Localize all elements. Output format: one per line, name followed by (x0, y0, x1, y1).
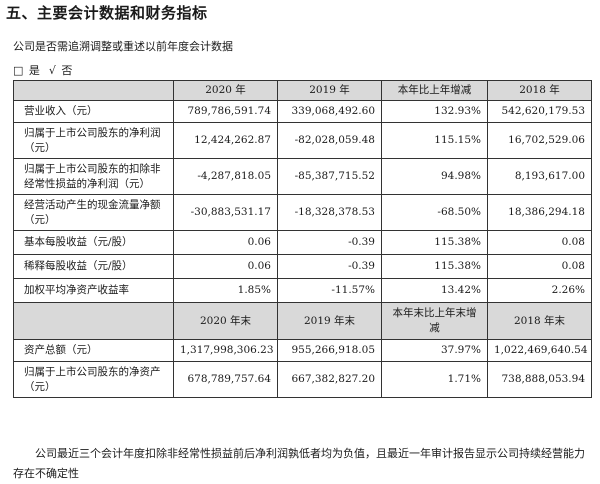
row-label: 经营活动产生的现金流量净额（元） (13, 194, 174, 231)
table-row: 归属于上市公司股东的净资产（元） 678,789,757.64 667,382,… (13, 361, 592, 398)
footer-note: 公司最近三个会计年度扣除非经常性损益前后净利润孰低者均为负值，且最近一年审计报告… (13, 447, 585, 480)
header-cell-blank (13, 302, 174, 340)
cell-value: 115.38% (381, 230, 488, 255)
table-row: 营业收入（元） 789,786,591.74 339,068,492.60 13… (13, 100, 592, 123)
cell-value: 13.42% (381, 278, 488, 303)
cell-value: 1,022,469,640.54 (487, 339, 592, 362)
row-label: 基本每股收益（元/股） (13, 230, 174, 255)
yes-label: 是 (28, 64, 40, 77)
cell-value: -11.57% (277, 278, 382, 303)
table-row: 基本每股收益（元/股） 0.06 -0.39 115.38% 0.08 (13, 230, 592, 255)
table-row: 归属于上市公司股东的扣除非经常性损益的净利润（元） -4,287,818.05 … (13, 158, 592, 195)
cell-value: 94.98% (381, 158, 488, 195)
cell-value: 1,317,998,306.23 (173, 339, 278, 362)
cell-value: 678,789,757.64 (173, 361, 278, 398)
cell-value: -68.50% (381, 194, 488, 231)
restate-question: 公司是否需追溯调整或重述以前年度会计数据 (13, 40, 233, 53)
row-label: 营业收入（元） (13, 100, 174, 123)
cell-value: 8,193,617.00 (487, 158, 592, 195)
header-cell: 2018 年 (487, 80, 592, 101)
table-row: 资产总额（元） 1,317,998,306.23 955,266,918.05 … (13, 339, 592, 362)
cell-value: 955,266,918.05 (277, 339, 382, 362)
cell-value: 667,382,827.20 (277, 361, 382, 398)
header-cell: 2019 年 (277, 80, 382, 101)
header-cell: 本年比上年增减 (381, 80, 488, 101)
cell-value: -30,883,531.17 (173, 194, 278, 231)
table-row: 稀释每股收益（元/股） 0.06 -0.39 115.38% 0.08 (13, 254, 592, 279)
restate-choice: □ 是 √ 否 (13, 62, 74, 78)
cell-value: 0.08 (487, 230, 592, 255)
table-row: 加权平均净资产收益率 1.85% -11.57% 13.42% 2.26% (13, 278, 592, 303)
header-cell: 本年末比上年末增减 (381, 302, 488, 340)
table-header-row: 2020 年 2019 年 本年比上年增减 2018 年 (13, 80, 592, 101)
row-label: 稀释每股收益（元/股） (13, 254, 174, 279)
cell-value: 1.71% (381, 361, 488, 398)
cell-value: 1.85% (173, 278, 278, 303)
cell-value: -82,028,059.48 (277, 122, 382, 159)
header-cell-blank (13, 80, 174, 101)
row-label: 归属于上市公司股东的扣除非经常性损益的净利润（元） (13, 158, 174, 195)
yes-checkbox[interactable]: □ (13, 64, 24, 77)
cell-value: 37.97% (381, 339, 488, 362)
cell-value: 2.26% (487, 278, 592, 303)
header-cell: 2018 年末 (487, 302, 592, 340)
table-row: 归属于上市公司股东的净利润（元） 12,424,262.87 -82,028,0… (13, 122, 592, 159)
cell-value: 339,068,492.60 (277, 100, 382, 123)
cell-value: -0.39 (277, 254, 382, 279)
cell-value: -85,387,715.52 (277, 158, 382, 195)
header-cell: 2020 年 (173, 80, 278, 101)
cell-value: -18,328,378.53 (277, 194, 382, 231)
row-label: 归属于上市公司股东的净资产（元） (13, 361, 174, 398)
cell-value: -0.39 (277, 230, 382, 255)
cell-value: 115.15% (381, 122, 488, 159)
cell-value: 132.93% (381, 100, 488, 123)
header-cell: 2019 年末 (277, 302, 382, 340)
table-header-row: 2020 年末 2019 年末 本年末比上年末增减 2018 年末 (13, 302, 592, 340)
row-label: 加权平均净资产收益率 (13, 278, 174, 303)
cell-value: 18,386,294.18 (487, 194, 592, 231)
cell-value: 789,786,591.74 (173, 100, 278, 123)
row-label: 资产总额（元） (13, 339, 174, 362)
cell-value: 12,424,262.87 (173, 122, 278, 159)
cell-value: 542,620,179.53 (487, 100, 592, 123)
cell-value: 0.08 (487, 254, 592, 279)
cell-value: 16,702,529.06 (487, 122, 592, 159)
cell-value: 0.06 (173, 230, 278, 255)
header-cell: 2020 年末 (173, 302, 278, 340)
table-row: 经营活动产生的现金流量净额（元） -30,883,531.17 -18,328,… (13, 194, 592, 231)
cell-value: -4,287,818.05 (173, 158, 278, 195)
no-check-icon[interactable]: √ (48, 64, 56, 77)
section-title: 五、主要会计数据和财务指标 (6, 4, 208, 22)
no-label: 否 (61, 64, 73, 77)
row-label: 归属于上市公司股东的净利润（元） (13, 122, 174, 159)
financial-indicators-table: 2020 年 2019 年 本年比上年增减 2018 年 营业收入（元） 789… (13, 80, 592, 398)
cell-value: 0.06 (173, 254, 278, 279)
cell-value: 738,888,053.94 (487, 361, 592, 398)
cell-value: 115.38% (381, 254, 488, 279)
